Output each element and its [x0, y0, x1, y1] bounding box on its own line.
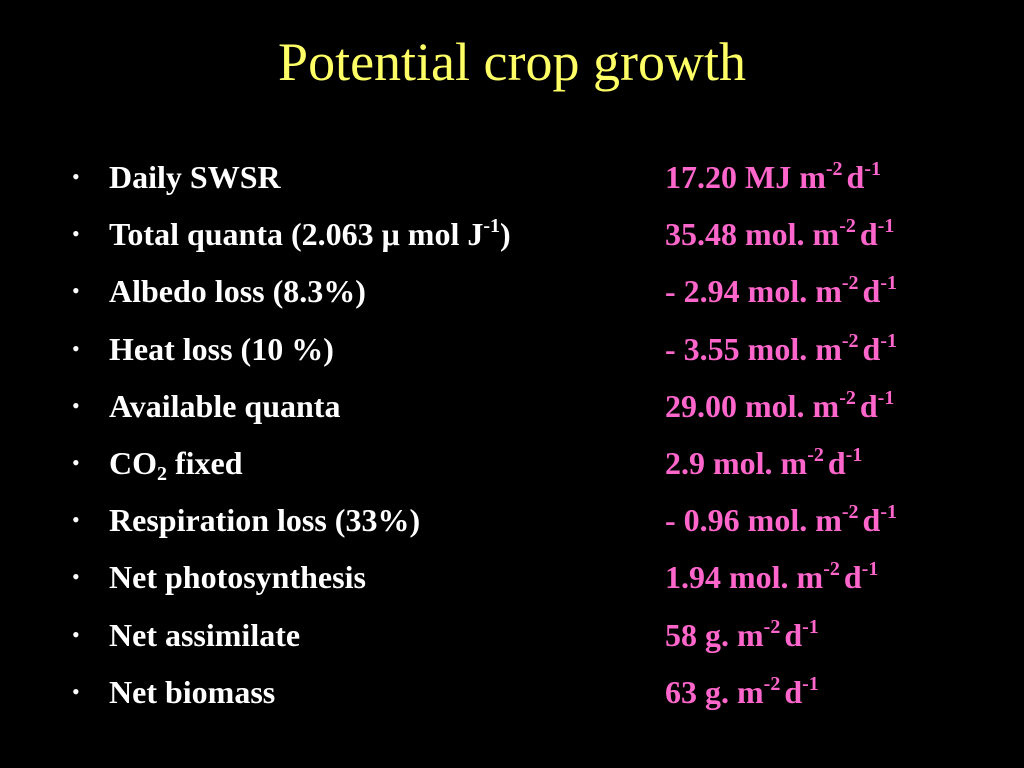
unit-day: d [846, 159, 865, 195]
label-text: Daily SWSR [109, 159, 281, 195]
item-value: 17.20 MJ m-2 d-1 [665, 153, 881, 201]
value-text: 29.00 mol. m [665, 387, 840, 424]
label-text: Net assimilate [109, 616, 301, 653]
unit-exponent: -1 [802, 672, 819, 695]
label-exponent: -1 [483, 215, 501, 238]
unit-exponent: -2 [825, 158, 843, 180]
label-text: ) [500, 216, 511, 253]
item-label: Daily SWSR [109, 153, 281, 201]
item-label: Net photosynthesis [109, 553, 366, 601]
value-text: 17.20 MJ m [665, 159, 826, 195]
item-label: Albedo loss (8.3%) [109, 267, 366, 315]
value-text: 35.48 mol. m [665, 216, 840, 253]
label-text: Albedo loss (8.3%) [109, 273, 366, 310]
unit-exponent: -1 [864, 158, 881, 180]
list-item: • Available quanta 29.00 mol. m-2 d-1 [0, 382, 1024, 439]
label-text: Respiration loss (33%) [109, 502, 421, 539]
unit-day: d [827, 444, 846, 481]
list-item: • Daily SWSR 17.20 MJ m-2 d-1 [0, 153, 1024, 210]
label-subscript: 2 [157, 462, 167, 485]
unit-day: d [862, 502, 881, 539]
item-value: 29.00 mol. m-2 d-1 [665, 382, 894, 430]
bullet-icon: • [72, 392, 80, 418]
list-item: • Net photosynthesis 1.94 mol. m-2 d-1 [0, 553, 1024, 610]
unit-exponent: -2 [823, 558, 840, 581]
bullet-icon: • [72, 335, 80, 361]
bullet-icon: • [72, 621, 80, 647]
label-text: Net biomass [109, 673, 276, 710]
unit-day: d [843, 559, 862, 596]
bullet-icon: • [72, 564, 80, 590]
label-text: mol J [399, 216, 484, 253]
unit-exponent: -1 [802, 615, 819, 638]
item-value: - 3.55 mol. m-2 d-1 [665, 325, 897, 373]
unit-day: d [862, 330, 881, 367]
value-text: 58 g. m [665, 616, 764, 653]
bullet-list: • Daily SWSR 17.20 MJ m-2 d-1 • Total qua… [0, 153, 1024, 725]
item-label: Net biomass [109, 668, 275, 716]
unit-exponent: -2 [807, 443, 824, 466]
item-value: - 2.94 mol. m-2 d-1 [665, 267, 897, 315]
unit-exponent: -1 [877, 215, 895, 238]
unit-day: d [784, 616, 803, 653]
bullet-icon: • [72, 278, 80, 304]
list-item: • Heat loss (10 %) - 3.55 mol. m-2 d-1 [0, 325, 1024, 382]
unit-day: d [859, 216, 878, 253]
bullet-icon: • [72, 678, 80, 704]
bullet-icon: • [72, 221, 80, 247]
list-item: • Respiration loss (33%) - 0.96 mol. m-2… [0, 496, 1024, 553]
unit-day: d [784, 673, 803, 710]
item-label: Net assimilate [109, 611, 300, 659]
value-text: - 0.96 mol. m [665, 502, 842, 539]
item-label: Total quanta (2.063 μ mol J-1) [109, 210, 511, 258]
item-value: - 0.96 mol. m-2 d-1 [665, 496, 897, 544]
mu-symbol: μ [381, 216, 400, 253]
item-value: 63 g. m-2 d-1 [665, 668, 819, 716]
label-text: CO [109, 444, 157, 481]
list-item: • Net assimilate 58 g. m-2 d-1 [0, 611, 1024, 668]
unit-exponent: -2 [839, 386, 856, 409]
value-text: - 3.55 mol. m [665, 330, 842, 367]
unit-exponent: -1 [845, 443, 863, 466]
unit-exponent: -2 [763, 672, 781, 695]
label-text: Net photosynthesis [109, 559, 366, 596]
unit-exponent: -1 [861, 558, 879, 581]
slide-title: Potential crop growth [278, 32, 746, 92]
unit-exponent: -2 [841, 501, 859, 524]
value-text: 2.9 mol. m [665, 444, 808, 481]
value-text: 1.94 mol. m [665, 559, 824, 596]
unit-exponent: -2 [841, 329, 859, 352]
value-text: 63 g. m [665, 673, 764, 710]
unit-exponent: -1 [877, 386, 895, 409]
item-value: 1.94 mol. m-2 d-1 [665, 553, 878, 601]
item-label: Respiration loss (33%) [109, 496, 420, 544]
value-text: - 2.94 mol. m [665, 273, 842, 310]
unit-day: d [862, 273, 881, 310]
unit-exponent: -1 [880, 272, 897, 295]
unit-exponent: -2 [841, 272, 859, 295]
label-text: Heat loss (10 %) [109, 330, 334, 367]
unit-exponent: -2 [839, 215, 856, 238]
item-label: Available quanta [109, 382, 340, 430]
label-text: Total quanta (2.063 [109, 216, 382, 253]
label-text: fixed [167, 444, 243, 481]
item-value: 35.48 mol. m-2 d-1 [665, 210, 894, 258]
unit-day: d [859, 387, 878, 424]
item-value: 2.9 mol. m-2 d-1 [665, 439, 862, 487]
bullet-icon: • [72, 449, 80, 475]
unit-exponent: -1 [880, 329, 897, 352]
bullet-icon: • [72, 164, 80, 189]
bullet-icon: • [72, 507, 80, 533]
list-item: • Net biomass 63 g. m-2 d-1 [0, 668, 1024, 725]
item-label: CO2 fixed [109, 439, 243, 487]
item-value: 58 g. m-2 d-1 [665, 611, 819, 659]
unit-exponent: -1 [880, 501, 897, 524]
list-item: • CO2 fixed 2.9 mol. m-2 d-1 [0, 439, 1024, 496]
list-item: • Albedo loss (8.3%) - 2.94 mol. m-2 d-1 [0, 267, 1024, 324]
list-item: • Total quanta (2.063 μ mol J-1) 35.48 m… [0, 210, 1024, 267]
item-label: Heat loss (10 %) [109, 325, 334, 373]
label-text: Available quanta [109, 387, 341, 424]
unit-exponent: -2 [763, 615, 781, 638]
